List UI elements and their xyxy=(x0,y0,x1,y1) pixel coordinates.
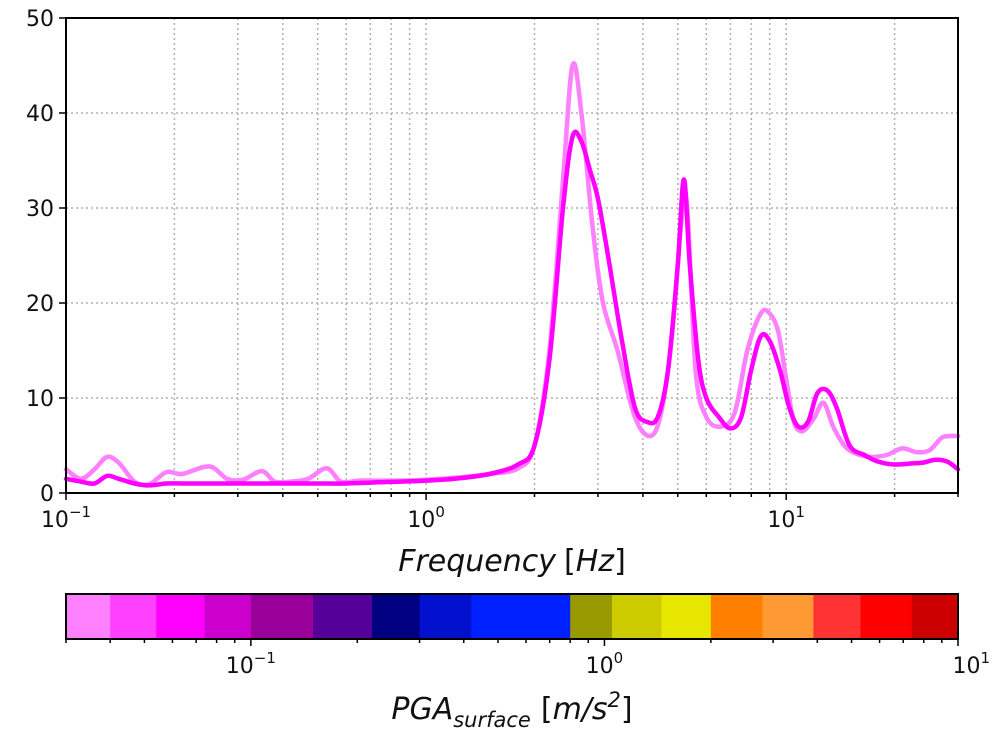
colorbar-tick-label: 100 xyxy=(586,649,624,679)
colorbar-frame xyxy=(65,593,959,640)
x-tick-label: 100 xyxy=(407,503,445,533)
colorbar-label-sub: surface xyxy=(453,708,531,729)
x-tick-label: 101 xyxy=(767,503,805,533)
series-line-1 xyxy=(63,61,961,488)
colorbar-segment xyxy=(611,594,663,639)
colorbar-segment xyxy=(710,594,764,639)
axis-ticks: 0 10 20 30 40 50 10−1 100 101 xyxy=(26,7,959,533)
colorbar-segment xyxy=(911,594,959,639)
colorbar-segment xyxy=(813,594,862,639)
colorbar-segment xyxy=(762,594,815,639)
x-axis-unit-text: Hz xyxy=(576,544,616,579)
colorbar-segment xyxy=(156,594,206,639)
colorbar-label-main: PGA xyxy=(391,692,453,727)
chart-series xyxy=(63,61,961,488)
y-tick-label: 50 xyxy=(26,7,54,32)
colorbar-segment xyxy=(204,594,252,639)
colorbar-ticks: 10−1 100 101 xyxy=(65,639,990,679)
x-tick-label: 10−1 xyxy=(41,503,91,533)
x-axis-title: Frequency [Hz] xyxy=(398,544,626,579)
colorbar-label-unit: [ xyxy=(541,692,553,727)
y-tick-label: 10 xyxy=(26,387,54,412)
colorbar-segment xyxy=(66,594,111,639)
grid-lines xyxy=(65,17,959,494)
colorbar-unit-exp: 2 xyxy=(608,688,621,712)
x-axis-label: Frequency xyxy=(398,544,557,579)
colorbar-segment xyxy=(313,594,373,639)
plot-frame xyxy=(65,17,959,494)
y-tick-label: 20 xyxy=(26,292,54,317)
colorbar-segment xyxy=(570,594,613,639)
y-tick-label: 30 xyxy=(26,197,54,222)
colorbar-segment xyxy=(471,594,571,639)
y-tick-label: 0 xyxy=(40,482,54,507)
colorbar-segment xyxy=(371,594,421,639)
colorbar xyxy=(66,594,959,639)
y-tick-label: 40 xyxy=(26,102,54,127)
colorbar-segment xyxy=(419,594,472,639)
colorbar-segment xyxy=(860,594,913,639)
colorbar-segment xyxy=(250,594,314,639)
colorbar-tick-label: 10−1 xyxy=(226,649,276,679)
series-line-2 xyxy=(63,129,961,488)
colorbar-label: PGAsurface [m/s2] xyxy=(391,688,632,729)
colorbar-unit-ms: m/s xyxy=(553,692,608,727)
colorbar-segment xyxy=(661,594,712,639)
colorbar-segment xyxy=(110,594,157,639)
colorbar-tick-label: 101 xyxy=(952,649,990,679)
